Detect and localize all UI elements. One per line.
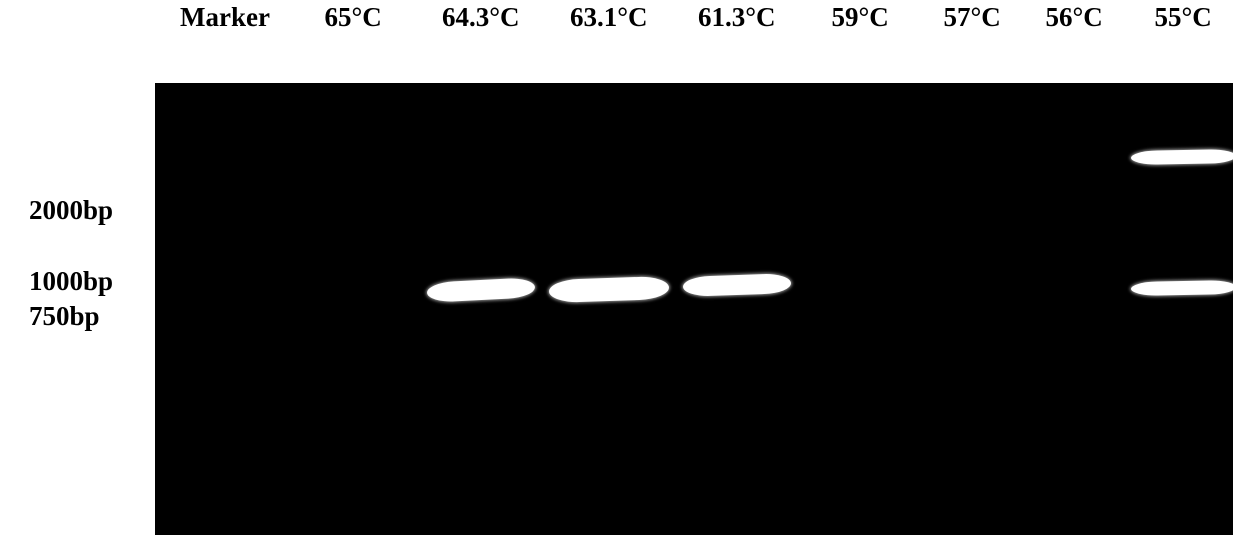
gel-band [683,273,792,297]
lane-label-643c: 64.3°C [442,2,520,33]
lane-label-65c: 65°C [325,2,382,33]
lane-label-55c: 55°C [1155,2,1212,33]
gel-image [155,83,1233,535]
lane-label-631c: 63.1°C [570,2,648,33]
gel-band [1130,280,1235,296]
gel-band [1130,149,1235,165]
size-label-1000bp: 1000bp [29,266,113,297]
gel-band [427,277,536,303]
gel-figure: Marker 65°C 64.3°C 63.1°C 61.3°C 59°C 57… [0,0,1240,539]
lane-label-56c: 56°C [1046,2,1103,33]
lane-label-613c: 61.3°C [698,2,776,33]
size-label-2000bp: 2000bp [29,195,113,226]
lane-label-59c: 59°C [832,2,889,33]
lane-label-marker: Marker [180,2,270,33]
gel-band [549,275,670,302]
lane-label-57c: 57°C [944,2,1001,33]
size-label-750bp: 750bp [29,301,100,332]
